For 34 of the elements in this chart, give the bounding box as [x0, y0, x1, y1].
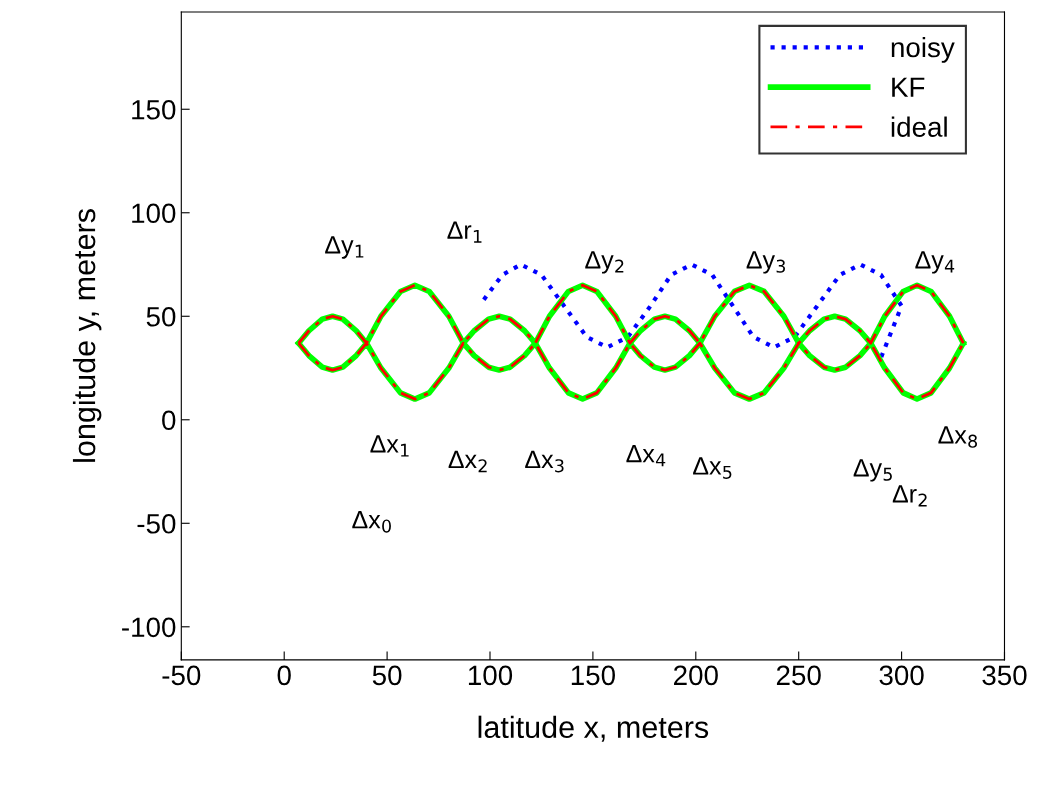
annotation: Δx$_{1}$ — [370, 435, 409, 457]
legend-label: ideal — [891, 116, 947, 137]
annotation: Δx$_{3}$ — [525, 450, 564, 473]
annotation: Δy$_{2}$ — [585, 251, 624, 274]
annotation: Δr$_{2}$ — [892, 485, 927, 507]
x-tick-label: 300 — [879, 665, 924, 686]
x-tick-label: 100 — [468, 665, 513, 686]
x-tick-label: -50 — [162, 665, 201, 686]
legend-label: KF — [892, 77, 925, 97]
annotation: Δx$_{8}$ — [938, 426, 978, 448]
x-tick-label: 350 — [982, 665, 1027, 686]
x-axis-title: latitude x, meters — [478, 715, 709, 742]
annotation: Δy$_{4}$ — [915, 251, 955, 274]
y-tick-label: -50 — [137, 513, 176, 534]
y-tick-label: 150 — [132, 99, 176, 120]
annotation: Δx$_{4}$ — [626, 445, 666, 467]
x-tick-label: 50 — [372, 665, 402, 686]
x-tick-label: 150 — [571, 665, 615, 686]
x-tick-label: 200 — [674, 665, 718, 686]
legend-label: noisy — [891, 36, 955, 63]
y-tick-label: 100 — [132, 203, 176, 224]
x-tick-label: 250 — [776, 665, 821, 686]
y-tick-label: -100 — [122, 617, 176, 638]
annotation: Δy$_{3}$ — [746, 251, 786, 274]
annotation: Δx$_{5}$ — [693, 457, 732, 479]
y-tick-label: 50 — [146, 306, 176, 327]
annotation: Δx$_{0}$ — [352, 511, 391, 533]
annotation: Δx$_{2}$ — [448, 450, 487, 473]
y-tick-label: 0 — [162, 410, 176, 431]
annotation: Δy$_{5}$ — [853, 459, 892, 482]
y-axis-title: longitude y, meters — [72, 209, 102, 462]
x-tick-label: 0 — [277, 665, 291, 686]
annotation: Δy$_{1}$ — [325, 236, 364, 259]
annotation: Δr$_{1}$ — [447, 221, 482, 243]
